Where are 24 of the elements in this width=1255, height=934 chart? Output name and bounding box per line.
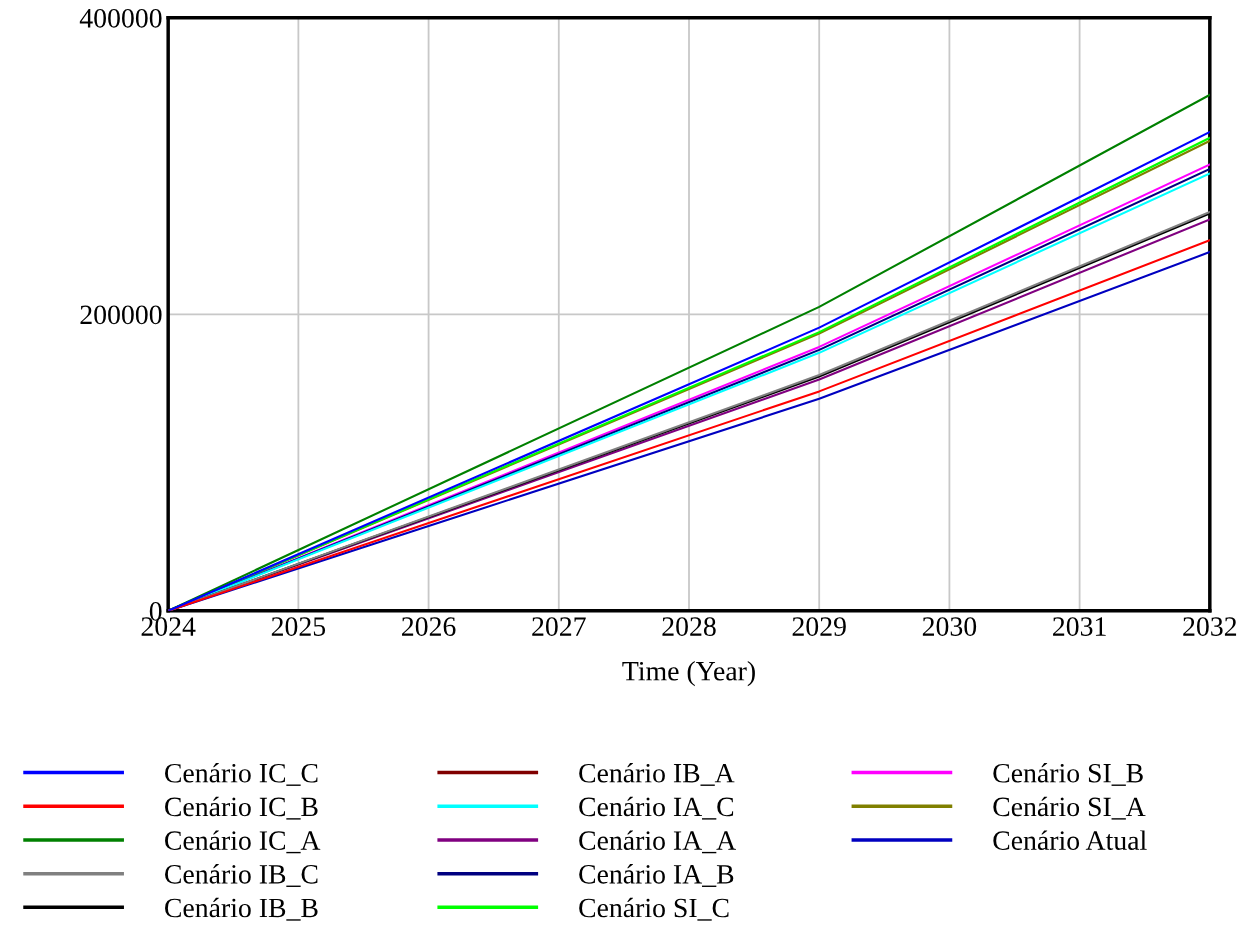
legend-label: Cenário IC_B: [165, 796, 318, 820]
legend-label: Cenário IB_C: [165, 864, 318, 887]
legend-label: Cenário SI_C: [579, 897, 729, 921]
legend-label: Cenário IA_B: [579, 864, 734, 887]
legend-label: Cenário IB_B: [165, 897, 318, 921]
x-tick-label: 2025: [271, 617, 326, 636]
legend-label: Cenário IB_A: [579, 762, 735, 786]
legend-label: Cenário IC_C: [165, 762, 318, 786]
x-tick-label: 2026: [402, 617, 456, 636]
legend-label: Cenário SI_B: [993, 762, 1143, 786]
legend-label: Cenário SI_A: [993, 796, 1146, 820]
x-axis-title: Time (Year): [622, 661, 755, 687]
legend-label: Cenário IC_A: [165, 830, 321, 854]
y-tick-label: 200000: [80, 305, 162, 325]
legend-label: Cenário Atual: [993, 830, 1147, 850]
x-tick-label: 2029: [792, 617, 846, 636]
legend-label: Cenário IA_C: [579, 796, 734, 820]
legend-label: Cenário IA_A: [579, 830, 736, 854]
x-tick-label: 2031: [1053, 617, 1106, 636]
y-tick-label: 400000: [79, 8, 162, 28]
x-tick-label: 2027: [532, 617, 586, 636]
x-tick-label: 2030: [922, 617, 977, 636]
x-tick-label: 2032: [1183, 617, 1237, 636]
x-tick-label: 2028: [662, 617, 716, 636]
